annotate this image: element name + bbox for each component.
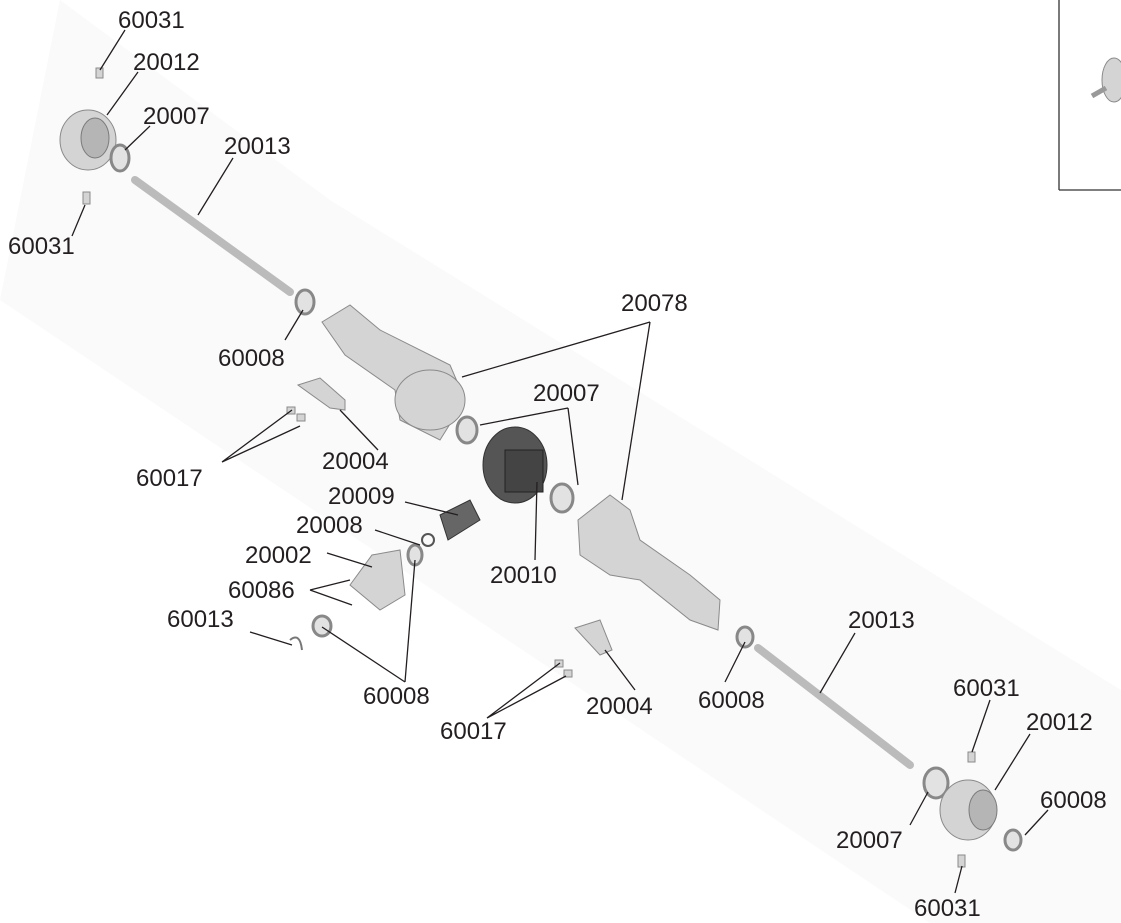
part-label: 20012	[1026, 709, 1093, 736]
part-label: 20007	[533, 380, 600, 407]
part-label: 20007	[836, 827, 903, 854]
inset-frame	[1058, 0, 1121, 191]
part-label: 60086	[228, 577, 295, 604]
part-label: 60008	[363, 683, 430, 710]
part-label: 20007	[143, 103, 210, 130]
part-label: 60017	[136, 465, 203, 492]
part-labels: 60031 20012 20007 20013 60031 60008 2007…	[8, 7, 1107, 922]
part-label: 60013	[167, 606, 234, 633]
part-label: 60031	[118, 7, 185, 34]
part-label: 20002	[245, 542, 312, 569]
part-label: 20008	[296, 512, 363, 539]
part-label: 20078	[621, 290, 688, 317]
part-label: 20012	[133, 49, 200, 76]
leader-lines	[71, 29, 1049, 894]
part-label: 20004	[322, 448, 389, 475]
part-label: 60031	[953, 675, 1020, 702]
part-label: 60017	[440, 718, 507, 745]
part-label: 20004	[586, 693, 653, 720]
part-label: 60008	[218, 345, 285, 372]
part-label: 60008	[1040, 787, 1107, 814]
parts	[59, 67, 1023, 868]
part-label: 60031	[8, 233, 75, 260]
part-label: 20009	[328, 483, 395, 510]
part-label: 20010	[490, 562, 557, 589]
part-label: 20013	[224, 133, 291, 160]
part-label: 20013	[848, 607, 915, 634]
part-label: 60008	[698, 687, 765, 714]
part-label: 60031	[914, 895, 981, 922]
